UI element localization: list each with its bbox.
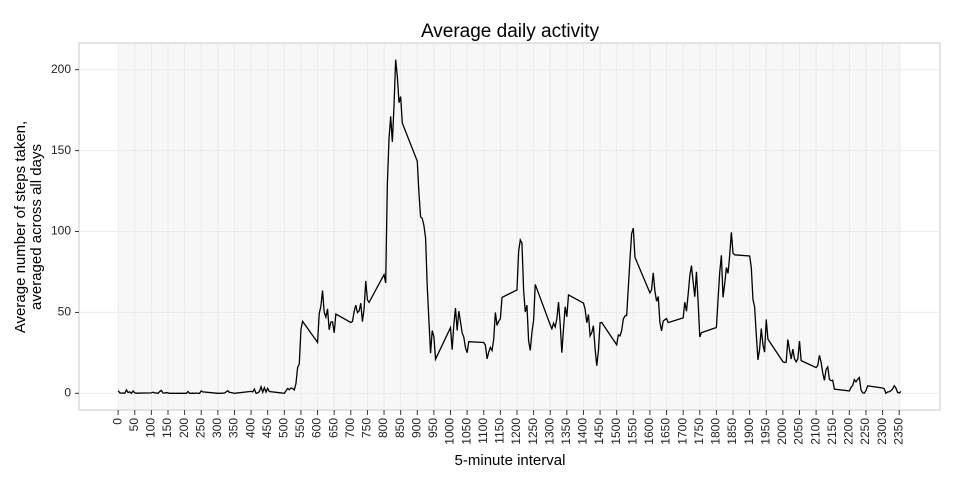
x-tick-label: 1850 <box>725 418 739 445</box>
x-tick-label: 750 <box>360 418 374 438</box>
x-tick-label: 100 <box>144 418 158 438</box>
x-tick-label: 650 <box>326 418 340 438</box>
x-tick-label: 1050 <box>459 418 473 445</box>
x-tick-label: 1400 <box>576 418 590 445</box>
x-tick-label: 1600 <box>642 418 656 445</box>
x-tick-label: 1550 <box>625 418 639 445</box>
y-tick-label: 0 <box>64 386 71 400</box>
x-tick-label: 2150 <box>825 418 839 445</box>
x-tick-label: 800 <box>376 418 390 438</box>
data-line <box>117 59 902 395</box>
x-tick-label: 50 <box>127 418 141 432</box>
x-tick-label: 200 <box>177 418 191 438</box>
x-tick-label: 1750 <box>692 418 706 445</box>
x-tick-label: 0 <box>110 418 124 425</box>
x-tick-label: 1250 <box>526 418 540 445</box>
x-tick-label: 1200 <box>509 418 523 445</box>
x-tick-label: 1450 <box>592 418 606 445</box>
x-tick-label: 1100 <box>476 418 490 444</box>
x-tick-label: 250 <box>193 418 207 438</box>
x-tick-label: 1800 <box>709 418 723 445</box>
x-tick-label: 1700 <box>675 418 689 445</box>
x-tick-label: 400 <box>243 418 257 438</box>
x-tick-label: 1350 <box>559 418 573 445</box>
y-tick-label: 50 <box>58 305 72 319</box>
x-axis-title: 5-minute interval <box>455 452 566 469</box>
x-tick-label: 2350 <box>891 418 905 445</box>
x-tick-label: 550 <box>293 418 307 438</box>
x-tick-label: 2100 <box>808 418 822 445</box>
x-tick-label: 950 <box>426 418 440 438</box>
x-tick-label: 1950 <box>758 418 772 445</box>
x-tick-label: 1900 <box>742 418 756 445</box>
x-tick-label: 900 <box>409 418 423 438</box>
x-tick-label: 500 <box>276 418 290 438</box>
x-tick-label: 2250 <box>858 418 872 445</box>
x-tick-label: 300 <box>210 418 224 438</box>
x-tick-label: 2200 <box>842 418 856 445</box>
x-tick-label: 2300 <box>875 418 889 445</box>
chart-title: Average daily activity <box>421 21 600 42</box>
x-tick-label: 450 <box>260 418 274 438</box>
y-axis-title-line: Average number of steps taken, <box>12 121 29 333</box>
x-tick-label: 1500 <box>609 418 623 445</box>
x-tick-label: 1150 <box>493 418 507 444</box>
x-tick-label: 700 <box>343 418 357 438</box>
x-tick-label: 2050 <box>792 418 806 445</box>
y-tick-label: 200 <box>51 62 71 76</box>
x-tick-label: 1300 <box>542 418 556 445</box>
y-axis-title: Average number of steps taken, averaged … <box>12 121 45 333</box>
x-tick-label: 850 <box>393 418 407 438</box>
data-band <box>118 43 901 410</box>
y-tick-label: 150 <box>51 143 71 157</box>
x-tick-label: 600 <box>310 418 324 438</box>
x-tick-label: 1000 <box>443 418 457 445</box>
y-tick-label: 100 <box>51 224 71 238</box>
x-tick-label: 150 <box>160 418 174 438</box>
x-tick-label: 2000 <box>775 418 789 445</box>
x-tick-label: 1650 <box>659 418 673 445</box>
y-axis-title-line: averaged across all days <box>28 144 45 310</box>
x-tick-label: 350 <box>227 418 241 438</box>
